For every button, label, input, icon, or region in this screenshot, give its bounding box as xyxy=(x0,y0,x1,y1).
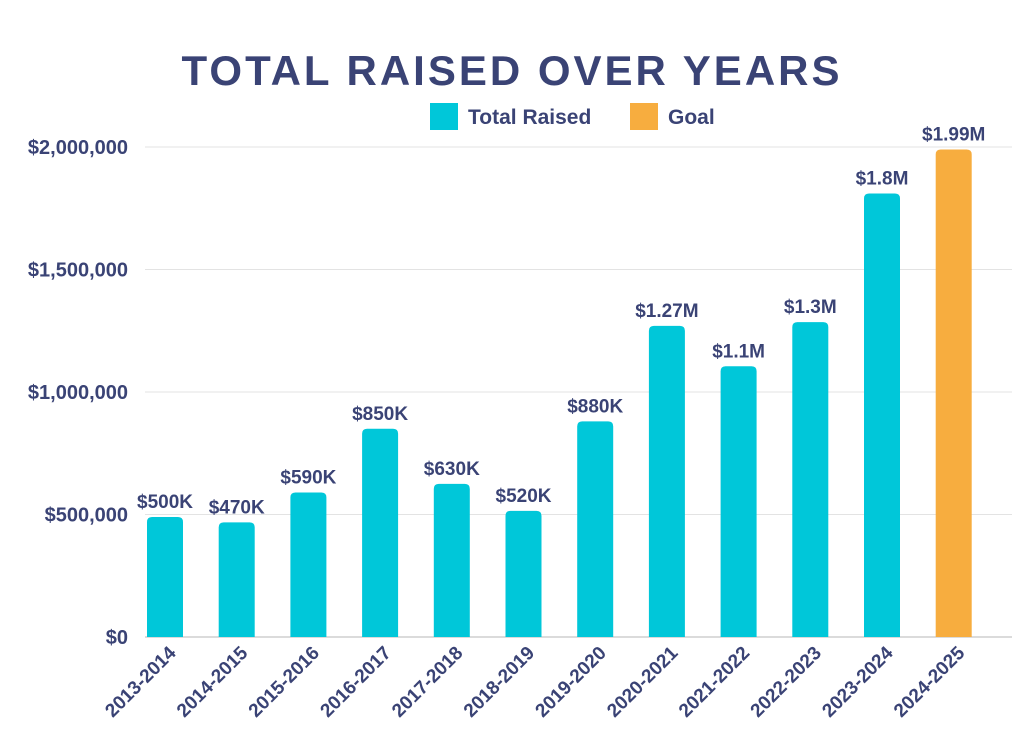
legend-label-goal: Goal xyxy=(668,106,715,129)
bar-total-raised-2023-2024 xyxy=(864,193,900,638)
data-label-2023-2024: $1.8M xyxy=(856,169,909,190)
x-axis-ticks: 2013-20142014-20152015-20162016-20172017… xyxy=(101,642,969,721)
data-label-2018-2019: $520K xyxy=(496,486,552,507)
bar-total-raised-2019-2020 xyxy=(577,421,614,637)
legend-swatch-goal xyxy=(630,103,658,130)
data-label-2015-2016: $590K xyxy=(280,467,336,488)
y-tick-label: $1,500,000 xyxy=(28,260,128,282)
bar-total-raised-2015-2016 xyxy=(290,492,327,637)
x-tick-label: 2021-2022 xyxy=(675,643,754,722)
x-tick-label: 2018-2019 xyxy=(460,643,539,722)
data-label-2020-2021: $1.27M xyxy=(635,301,698,322)
x-tick-label: 2024-2025 xyxy=(890,642,969,721)
chart-title: TOTAL RAISED OVER YEARS xyxy=(182,47,843,94)
bar-total-raised-2016-2017 xyxy=(362,428,399,637)
y-tick-label: $500,000 xyxy=(45,505,128,527)
bar-total-raised-2017-2018 xyxy=(433,483,470,637)
legend-swatch-total-raised xyxy=(430,103,458,130)
x-tick-label: 2020-2021 xyxy=(603,642,682,721)
data-label-2024-2025: $1.99M xyxy=(922,124,985,145)
y-tick-label: $2,000,000 xyxy=(28,137,128,159)
bar-total-raised-2014-2015 xyxy=(218,522,255,637)
x-tick-label: 2017-2018 xyxy=(388,643,467,722)
bar-total-raised-2022-2023 xyxy=(792,322,829,637)
bar-total-raised-2013-2014 xyxy=(147,516,183,637)
y-tick-label: $1,000,000 xyxy=(28,382,128,404)
data-label-2022-2023: $1.3M xyxy=(784,297,837,318)
x-tick-label: 2019-2020 xyxy=(532,643,611,722)
legend: Total Raised Goal xyxy=(430,103,715,130)
bar-total-raised-2018-2019 xyxy=(505,510,542,637)
data-label-2013-2014: $500K xyxy=(137,492,193,513)
bar-total-raised-2021-2022 xyxy=(720,366,757,637)
data-label-2021-2022: $1.1M xyxy=(712,341,765,362)
data-label-2014-2015: $470K xyxy=(209,497,265,518)
data-label-2016-2017: $850K xyxy=(352,404,408,425)
data-label-2019-2020: $880K xyxy=(567,396,623,417)
data-labels: $500K $470K $590K $850K $630K $520K $880K $1.27… xyxy=(137,124,985,518)
legend-label-total-raised: Total Raised xyxy=(468,106,591,129)
x-tick-label: 2022-2023 xyxy=(747,643,826,722)
bar-goal-2024-2025 xyxy=(935,149,972,637)
x-tick-label: 2023-2024 xyxy=(818,642,897,721)
y-tick-label: $0 xyxy=(106,627,128,649)
y-axis-ticks: $0 $500,000 $1,000,000 $1,500,000 $2,000,000 xyxy=(28,137,128,649)
x-tick-label: 2016-2017 xyxy=(317,643,396,722)
x-tick-label: 2014-2015 xyxy=(173,642,252,721)
x-tick-label: 2015-2016 xyxy=(245,643,324,722)
bars xyxy=(147,149,972,638)
data-label-2017-2018: $630K xyxy=(424,459,480,480)
bar-total-raised-2020-2021 xyxy=(648,325,685,637)
x-tick-label: 2013-2014 xyxy=(101,642,180,721)
